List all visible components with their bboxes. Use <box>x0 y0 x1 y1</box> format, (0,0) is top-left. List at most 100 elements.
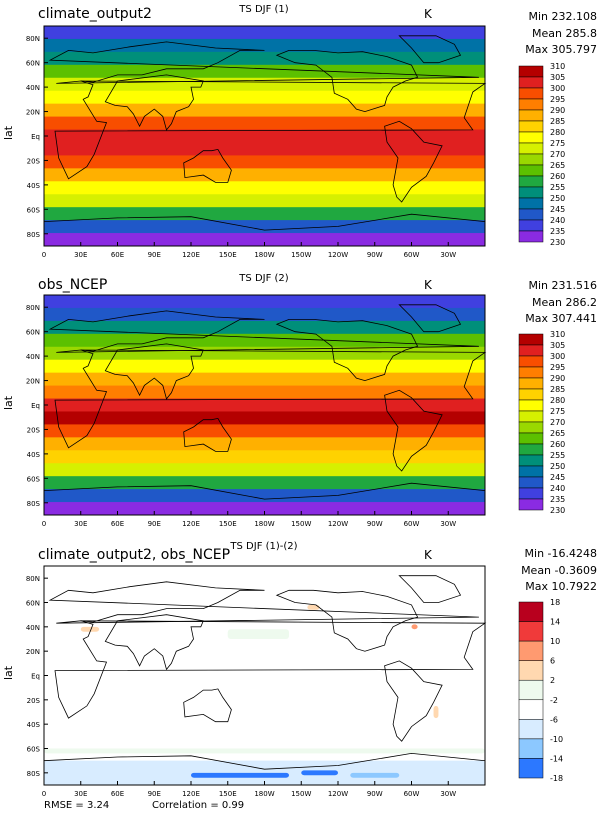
coastline-3 <box>183 688 232 723</box>
colorbar-swatch-3 <box>518 98 544 111</box>
colorbar-label-13: 245 <box>550 473 565 482</box>
lat-band-9 <box>44 411 485 425</box>
colorbar-label-7: 275 <box>550 139 565 148</box>
ytick-label-8: 80S <box>27 231 41 239</box>
coastline-1 <box>48 310 479 353</box>
colorbar-label-8: -14 <box>550 754 563 763</box>
ytick-label-1: 60N <box>26 600 40 608</box>
colorbar-swatch-0 <box>518 601 544 622</box>
xtick-label-2: 60E <box>111 790 124 798</box>
xtick-label-3: 90E <box>148 251 161 259</box>
rmse-label: RMSE = 3.24 <box>44 800 110 811</box>
colorbar-label-3: 295 <box>550 363 565 372</box>
lat-band-13 <box>44 463 485 477</box>
panel-2-units: K <box>424 278 432 292</box>
colorbar-label-2: 300 <box>550 84 565 93</box>
colorbar-label-6: 280 <box>550 128 565 137</box>
diff-patch-15 <box>227 629 289 639</box>
diff-patch-12 <box>80 626 100 632</box>
xtick-label-10: 60W <box>404 790 420 798</box>
ytick-label-4: Eq <box>31 133 40 141</box>
colorbar-label-12: 250 <box>550 194 565 203</box>
colorbar-swatch-10 <box>518 175 544 188</box>
lat-band-9 <box>44 142 485 156</box>
colorbar-label-7: -10 <box>550 735 563 744</box>
lat-band-11 <box>44 168 485 182</box>
diff-patch-7 <box>301 770 338 776</box>
lat-band-4 <box>44 77 485 92</box>
colorbar-swatch-3 <box>518 366 544 379</box>
xtick-label-11: 30W <box>440 251 456 259</box>
coastline-6 <box>398 304 462 333</box>
ytick-label-0: 80N <box>26 35 40 43</box>
panel-1-units: K <box>424 7 432 21</box>
map-field <box>43 566 487 786</box>
diff-patch-8 <box>350 772 400 778</box>
colorbar-label-4: 290 <box>550 106 565 115</box>
ytick-label-3: 20N <box>26 109 40 117</box>
xtick-label-11: 30W <box>440 790 456 798</box>
coastline-2 <box>104 343 204 400</box>
panel-2-stat-mean: Mean 286.2 <box>532 296 597 309</box>
colorbar-swatch-6 <box>518 131 544 144</box>
ytick-label-1: 60N <box>26 60 40 68</box>
diff-patch-9 <box>399 766 412 771</box>
panel-3-stat-min: Min -16.4248 <box>524 547 597 560</box>
panel-2-chart: 80N 60N 40N 20N Eq 20S 40S 60S 80S 0 30E 60E 90E 120E… <box>26 294 565 528</box>
colorbar-label-0: 18 <box>550 598 560 607</box>
lat-band-10 <box>44 424 485 438</box>
panel-1-chart: 80N 60N 40N 20N Eq 20S 40S 60S 80S 0 30E 60E 90E 120E… <box>26 25 565 259</box>
ytick-label-3: 20N <box>26 378 40 386</box>
coastline-2 <box>104 614 204 671</box>
colorbar-swatch-4 <box>518 377 544 390</box>
ytick-label-0: 80N <box>26 304 40 312</box>
ytick-label-2: 40N <box>26 84 40 92</box>
coastline-5 <box>384 120 443 203</box>
colorbar-swatch-15 <box>518 498 544 511</box>
colorbar-label-4: 290 <box>550 374 565 383</box>
xtick-label-7: 150W <box>291 520 311 528</box>
colorbar-label-2: 10 <box>550 637 560 646</box>
colorbar-swatch-10 <box>518 443 544 456</box>
colorbar-label-5: 285 <box>550 117 565 126</box>
lat-band-8 <box>44 398 485 412</box>
colorbar-label-0: 310 <box>550 330 565 339</box>
ytick-label-7: 60S <box>27 746 41 754</box>
colorbar-swatch-6 <box>518 399 544 412</box>
colorbar-swatch-12 <box>518 197 544 210</box>
panel-3-chart: 80N 60N 40N 20N Eq 20S 40S 60S 80S 0 30E 60E 90E 120E… <box>26 565 563 798</box>
colorbar-swatch-4 <box>518 679 544 701</box>
xtick-label-10: 60W <box>404 520 420 528</box>
xtick-label-8: 120W <box>328 251 348 259</box>
ytick-label-4: Eq <box>31 673 40 681</box>
colorbar-swatch-6 <box>518 719 544 740</box>
lat-band-2 <box>44 51 485 66</box>
ytick-label-5: 20S <box>27 157 41 165</box>
panel-1-stat-max: Max 305.797 <box>525 43 597 56</box>
colorbar-swatch-2 <box>518 640 544 661</box>
colorbar-swatch-13 <box>518 476 544 489</box>
diff-patch-13 <box>433 705 439 719</box>
lat-band-10 <box>44 155 485 169</box>
coastline-4 <box>275 50 419 113</box>
ytick-label-0: 80N <box>26 575 40 583</box>
colorbar-swatch-1 <box>518 76 544 89</box>
ytick-label-5: 20S <box>27 697 41 705</box>
xtick-label-4: 120E <box>182 790 200 798</box>
colorbar-label-0: 310 <box>550 62 565 71</box>
lat-band-0 <box>44 26 485 40</box>
colorbar-label-9: -18 <box>550 774 563 783</box>
panel-2-stat-min: Min 231.516 <box>528 279 597 292</box>
xtick-label-9: 90W <box>367 520 383 528</box>
coastline-3 <box>183 417 232 452</box>
colorbar-swatch-8 <box>518 153 544 166</box>
xtick-label-7: 150W <box>291 251 311 259</box>
lat-band-1 <box>44 307 485 322</box>
map-field <box>43 26 487 247</box>
colorbar-swatch-0 <box>518 333 544 346</box>
colorbar-label-13: 245 <box>550 205 565 214</box>
panel-3-stat-max: Max 10.7922 <box>525 580 597 593</box>
panel-2-center-title: TS DJF (2) <box>239 273 289 284</box>
colorbar-label-9: 265 <box>550 429 565 438</box>
colorbar-label-15: 235 <box>550 227 565 236</box>
